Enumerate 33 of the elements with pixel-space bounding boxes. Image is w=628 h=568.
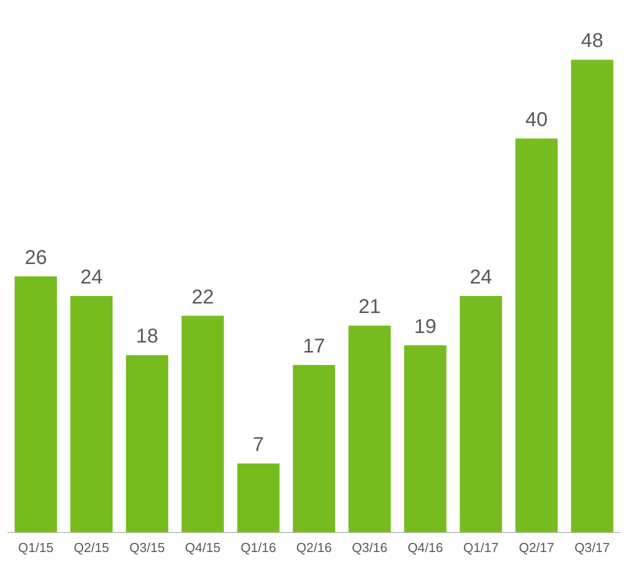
bar (404, 345, 446, 532)
data-label: 48 (581, 30, 604, 52)
x-tick-label: Q3/15 (129, 540, 165, 555)
bar (348, 326, 391, 532)
bar (182, 316, 224, 532)
x-tick-label: Q1/17 (463, 540, 499, 555)
data-label: 18 (136, 326, 158, 348)
bar (126, 355, 168, 532)
x-tick-label: Q1/15 (18, 540, 54, 555)
x-tick-label: Q3/16 (352, 540, 388, 555)
bar (460, 296, 502, 532)
data-label: 21 (358, 296, 381, 318)
bar (14, 276, 57, 532)
bar (70, 296, 113, 532)
data-label: 26 (24, 246, 47, 269)
bar (571, 60, 614, 532)
x-tick-label: Q4/16 (408, 540, 443, 555)
data-label: 22 (192, 286, 214, 308)
bar (515, 138, 558, 532)
bar (292, 364, 336, 532)
x-tick-label: Q1/16 (240, 540, 276, 555)
x-tick-label: Q3/17 (574, 540, 610, 555)
data-label: 19 (414, 316, 436, 338)
bar (237, 463, 280, 532)
data-label: 17 (302, 336, 326, 358)
data-label: 24 (80, 266, 103, 289)
data-label: 7 (252, 434, 264, 456)
x-tick-label: Q2/16 (296, 540, 332, 555)
data-label: 40 (525, 108, 548, 131)
x-tick-label: Q2/15 (74, 540, 110, 555)
x-tick-label: Q4/15 (185, 540, 220, 555)
x-tick-label: Q2/17 (518, 540, 554, 555)
data-label: 24 (470, 266, 492, 289)
